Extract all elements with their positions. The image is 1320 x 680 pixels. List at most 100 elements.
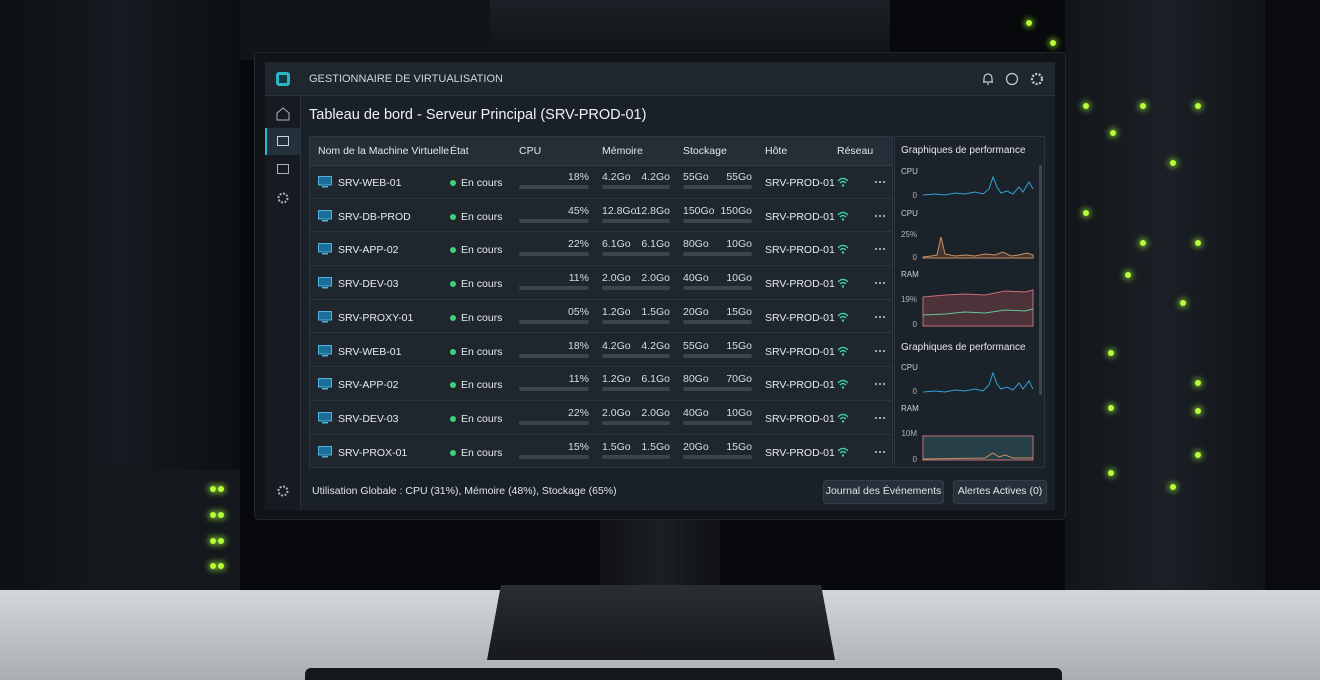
memory-used: 6.1Go: [602, 238, 631, 251]
vm-icon-screen: [318, 277, 332, 287]
chart-tick: 0: [912, 455, 917, 464]
progress-track: [683, 252, 752, 257]
ram-sparkline: [922, 289, 1034, 327]
status-dot: [450, 247, 456, 254]
network-icon: [837, 413, 849, 423]
vm-name: SRV-WEB-01: [338, 345, 402, 358]
table-row[interactable]: [310, 435, 892, 469]
home-icon[interactable]: [276, 107, 290, 121]
memory-total: 2.0Go: [641, 272, 670, 285]
dot: [883, 214, 885, 217]
status-dot: [450, 449, 456, 456]
storage-total: 150Go: [720, 204, 752, 217]
events-button[interactable]: Journal des Événements: [823, 480, 944, 504]
sidebar-settings: [277, 485, 289, 497]
wifi-dot: [841, 184, 845, 187]
row-menu[interactable]: [874, 247, 886, 251]
app-title: GESTIONNAIRE DE VIRTUALISATION: [309, 73, 503, 85]
keyboard: [305, 668, 1062, 680]
led: [218, 538, 224, 544]
wifi-arcs: [837, 177, 849, 184]
cpu-value: 11%: [568, 373, 589, 386]
vm-name: SRV-DB-PROD: [338, 210, 411, 223]
led: [1026, 20, 1032, 26]
wifi-dot: [841, 217, 845, 221]
led: [1140, 240, 1146, 246]
chart-tick: 0: [912, 387, 917, 396]
alerts-button[interactable]: Alertes Actives (0): [953, 480, 1047, 504]
cpu-value: 22%: [567, 406, 589, 419]
storage-total: 15Go: [726, 305, 752, 318]
table-row[interactable]: [310, 300, 892, 334]
table-row[interactable]: [310, 334, 892, 368]
storage-icon[interactable]: [277, 164, 289, 174]
led: [1125, 272, 1131, 278]
settings-icon[interactable]: [277, 192, 289, 204]
table-row[interactable]: [310, 165, 892, 199]
led: [1140, 103, 1146, 109]
memory-used: 4.2Go: [602, 171, 631, 183]
settings-icon[interactable]: [277, 485, 289, 497]
memory-used: 12.8Go: [602, 204, 637, 217]
settings-icon[interactable]: [1030, 72, 1044, 86]
row-menu[interactable]: [874, 450, 886, 454]
vm-name: SRV-WEB-01: [338, 177, 402, 189]
wifi-dot: [841, 352, 845, 356]
memory-total: 1.5Go: [641, 305, 670, 318]
vm-icon: [318, 445, 332, 458]
vm-icon-screen: [318, 378, 332, 388]
wifi-dot: [841, 420, 845, 423]
cpu-value: 18%: [567, 339, 589, 352]
progress-track: [683, 420, 752, 425]
dot: [883, 450, 885, 453]
vm-status: En cours: [461, 345, 503, 358]
storage-used: 20Go: [683, 440, 709, 453]
vm-icon-stand: [322, 219, 328, 222]
wifi-arcs: [837, 413, 849, 420]
row-menu[interactable]: [874, 214, 886, 218]
table-row[interactable]: [310, 266, 892, 300]
status-dot: [450, 213, 456, 220]
host: SRV-PROD-01: [765, 446, 835, 459]
network-icon: [837, 380, 849, 389]
led: [1170, 484, 1176, 490]
column-header: Réseau: [837, 145, 874, 157]
row-menu[interactable]: [874, 416, 886, 420]
row-menu[interactable]: [874, 315, 886, 319]
usage-summary: Utilisation Globale : CPU (31%), Mémoire…: [312, 485, 617, 497]
cpu-sparkline: [922, 175, 1034, 196]
progress-track: [683, 286, 752, 291]
ram-sparkline: [922, 308, 1034, 316]
vm-icon-screen: [318, 243, 332, 253]
table-row[interactable]: [310, 199, 892, 233]
dot: [875, 450, 877, 453]
notifications-icon[interactable]: [983, 73, 993, 85]
row-menu[interactable]: [874, 281, 886, 285]
storage-total: 15Go: [726, 440, 752, 453]
dashboard-icon[interactable]: [277, 136, 289, 146]
help-icon[interactable]: [1005, 72, 1019, 86]
row-menu[interactable]: [874, 180, 886, 184]
row-menu[interactable]: [874, 382, 886, 386]
column-header: Stockage: [683, 145, 727, 157]
status-dot: [450, 281, 456, 288]
vm-icon-stand: [322, 388, 328, 390]
dot: [883, 315, 885, 318]
progress-track: [683, 353, 752, 358]
led: [1195, 452, 1201, 458]
table-row[interactable]: [310, 232, 892, 267]
cpu-sparkline: [922, 236, 1034, 259]
row-menu[interactable]: [874, 349, 886, 353]
table-row[interactable]: [310, 401, 892, 435]
scrollbar: [1039, 165, 1042, 395]
memory-used: 1.2Go: [602, 373, 631, 386]
vm-name: SRV-DEV-03: [338, 412, 399, 425]
vm-status: En cours: [461, 177, 503, 189]
storage-total: 10Go: [726, 272, 752, 285]
sidebar-active: [265, 128, 300, 155]
table-row[interactable]: [310, 367, 892, 401]
vm-status: En cours: [461, 379, 503, 392]
network-icon: [837, 312, 849, 322]
led: [1195, 380, 1201, 386]
dot: [879, 416, 881, 419]
